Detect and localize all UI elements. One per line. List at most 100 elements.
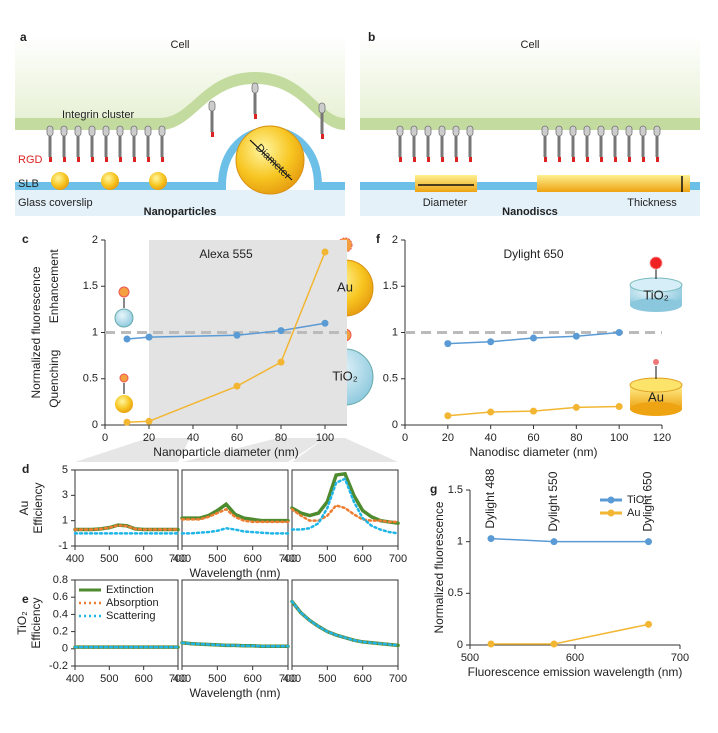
series-line — [490, 623, 650, 645]
legend-label: Au — [627, 507, 640, 519]
x-tick-label: 400 — [283, 673, 301, 685]
legend-label: Scattering — [106, 610, 156, 622]
series-line — [290, 600, 400, 647]
plot-title: Dylight 650 — [503, 247, 563, 261]
y-tick-label: 0.6 — [53, 591, 68, 603]
icons-f — [629, 256, 683, 416]
point-label: Dylight 650 — [641, 471, 655, 531]
icon-label: Au — [337, 279, 353, 294]
data-point — [277, 327, 285, 335]
data-point — [145, 417, 153, 425]
data-point — [550, 640, 558, 648]
x-tick-label: 600 — [243, 673, 261, 685]
y-tick-label: 1 — [62, 515, 68, 527]
y-tick-label: 0 — [457, 639, 463, 651]
x-tick-label: 600 — [134, 673, 152, 685]
series-line — [180, 526, 290, 535]
x-tick-label: 600 — [353, 673, 371, 685]
x-tick-label: 60 — [527, 432, 539, 444]
data-point — [615, 329, 623, 336]
y-tick-label: 1.5 — [383, 280, 398, 292]
data-point — [615, 403, 623, 410]
x-axis-label: Nanodisc diameter (nm) — [469, 445, 597, 459]
x-tick-label: 80 — [570, 432, 582, 444]
y-tick-label: -0.2 — [49, 660, 68, 672]
legend-marker — [607, 509, 615, 517]
panel-a: a Cell Integrin cluster RGD SLB Glass co… — [15, 30, 346, 218]
x-tick-label: 60 — [231, 432, 243, 444]
data-point — [487, 535, 495, 543]
x-tick-label: 700 — [169, 673, 187, 685]
series-line — [290, 477, 400, 535]
x-tick-label: 700 — [389, 673, 407, 685]
thickness-label: Thickness — [627, 197, 677, 209]
legend-label: Absorption — [106, 597, 159, 609]
x-tick-label: 20 — [442, 432, 454, 444]
x-tick-label: 500 — [318, 553, 336, 565]
data-point — [277, 358, 285, 366]
x-axis-label: Nanoparticle diameter (nm) — [153, 445, 298, 459]
x-tick-label: 0 — [402, 432, 408, 444]
data-point — [645, 538, 652, 546]
glass — [15, 190, 345, 216]
data-point — [233, 331, 241, 339]
point-label: Dylight 488 — [483, 468, 497, 528]
x-tick-label: 400 — [66, 673, 84, 685]
y-tick-label: 0.8 — [53, 574, 68, 586]
plot-frame — [181, 579, 289, 667]
y-tick-label: 0.5 — [448, 587, 463, 599]
data-point — [572, 403, 580, 411]
zoom-connector — [75, 438, 190, 462]
y-axis-label: Efficiency — [29, 597, 43, 648]
plot-frame — [74, 469, 179, 547]
y-tick-label: 1.5 — [83, 280, 98, 292]
plot-frame — [181, 469, 289, 547]
slb — [360, 182, 700, 190]
y-tick-label: 2 — [92, 234, 98, 246]
nanoparticle — [101, 172, 119, 190]
data-point — [321, 248, 329, 256]
icon-label: TiO₂ — [332, 368, 358, 383]
nanoparticle — [149, 172, 167, 190]
x-axis-label: Fluorescence emission wavelength (nm) — [468, 665, 683, 679]
series-line — [180, 501, 290, 523]
x-tick-label: 500 — [461, 652, 479, 664]
x-tick-label: 400 — [173, 673, 191, 685]
x-tick-label: 500 — [208, 673, 226, 685]
panel-label: c — [22, 232, 29, 246]
point-label: Dylight 550 — [546, 471, 560, 531]
x-tick-label: 100 — [610, 432, 628, 444]
data-point — [487, 640, 495, 648]
x-tick-label: 120 — [653, 432, 671, 444]
x-tick-label: 400 — [283, 553, 301, 565]
series-line — [73, 524, 180, 531]
diameter-label: Diameter — [423, 197, 468, 209]
data-point — [487, 408, 495, 416]
x-tick-label: 500 — [208, 553, 226, 565]
y-tick-label: 0 — [92, 419, 98, 431]
x-tick-label: 700 — [389, 553, 407, 565]
y-axis-label: TiO₂ — [15, 611, 29, 635]
y-axis-label: Normalized fluorescence — [432, 501, 446, 633]
nanodisc — [415, 175, 477, 192]
icon-label: Au — [648, 389, 664, 404]
y-tick-label: 1 — [92, 326, 98, 338]
data-point — [145, 333, 153, 341]
x-tick-label: 0 — [102, 432, 108, 444]
cell-label: Cell — [521, 39, 540, 51]
x-tick-label: 600 — [243, 553, 261, 565]
x-tick-label: 400 — [173, 553, 191, 565]
data-point — [550, 538, 558, 546]
panel-label: b — [368, 30, 375, 44]
zoom-connector — [182, 438, 325, 462]
x-tick-label: 40 — [187, 432, 199, 444]
x-tick-label: 80 — [275, 432, 287, 444]
panel-label: g — [430, 482, 437, 496]
panel-label: a — [20, 30, 27, 44]
legend-label: TiO₂ — [627, 494, 649, 506]
plot-frame — [74, 579, 179, 667]
data-point — [572, 332, 580, 340]
x-tick-label: 400 — [66, 553, 84, 565]
cell-label: Cell — [171, 39, 190, 51]
